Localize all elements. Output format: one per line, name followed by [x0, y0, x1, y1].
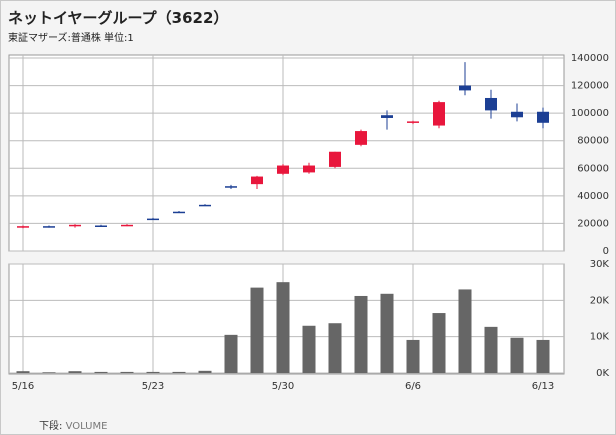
candle-body [511, 111, 523, 118]
y-tick-label: 40000 [577, 191, 609, 202]
footer: 下段: VOLUME [39, 417, 107, 432]
volume-bar [432, 313, 446, 373]
volume-bar [120, 371, 134, 373]
y-tick-label: 60000 [577, 163, 609, 174]
candle-body [277, 165, 289, 174]
volume-bar [250, 287, 264, 373]
price-panel [8, 54, 565, 252]
title: ネットイヤーグループ（3622） [8, 9, 229, 27]
candle-body [173, 211, 185, 214]
subtitle: 東証マザーズ:普通株 単位:1 [8, 33, 134, 44]
volume-bar [380, 293, 394, 373]
candle-body [251, 176, 263, 185]
volume-bar [458, 289, 472, 373]
volume-bar [68, 371, 82, 373]
volume-bar [536, 339, 550, 373]
candle-body [459, 85, 471, 91]
candle-body [329, 151, 341, 167]
x-tick-label: 5/23 [142, 381, 164, 392]
y-tick-label: 120000 [571, 81, 609, 92]
y-tick-label: 10K [590, 332, 610, 343]
volume-bar [224, 334, 238, 373]
volume-bar [510, 337, 524, 373]
volume-bar [42, 372, 56, 373]
candle-body [43, 226, 55, 228]
y-tick-label: 0 [603, 246, 609, 257]
x-tick-label: 6/13 [532, 381, 554, 392]
volume-bar [276, 282, 290, 373]
footer-prefix: 下段: [39, 421, 63, 432]
candle-body [95, 225, 107, 227]
candle-body [199, 204, 211, 207]
candle-body [69, 224, 81, 227]
volume-bar [328, 323, 342, 373]
candle-body [303, 165, 315, 173]
volume-bar [172, 371, 186, 373]
volume-bar [484, 326, 498, 373]
volume-bar [302, 325, 316, 373]
volume-bar [406, 339, 420, 373]
candle-body [355, 131, 367, 145]
volume-bar [198, 370, 212, 373]
y-tick-label: 30K [590, 259, 610, 270]
y-tick-label: 80000 [577, 136, 609, 147]
volume-bar [354, 295, 368, 373]
volume-bar [16, 371, 30, 373]
y-tick-label: 20K [590, 295, 610, 306]
volume-bar [146, 371, 160, 373]
candle-body [121, 224, 133, 227]
candle-body [17, 226, 29, 228]
candle-body [407, 121, 419, 123]
x-tick-label: 5/16 [12, 381, 34, 392]
candle-body [381, 115, 393, 118]
candle-body [485, 97, 497, 111]
candle-body [147, 218, 159, 221]
y-tick-label: 20000 [577, 218, 609, 229]
y-tick-label: 140000 [571, 53, 609, 64]
y-tick-label: 0K [596, 368, 609, 379]
x-tick-label: 6/6 [405, 381, 421, 392]
x-tick-label: 5/30 [272, 381, 294, 392]
candle-body [433, 102, 445, 126]
volume-bar [94, 371, 108, 373]
footer-indicator: VOLUME [65, 421, 108, 432]
candle-body [225, 186, 237, 188]
y-tick-label: 100000 [571, 108, 609, 119]
candle-body [537, 111, 549, 123]
